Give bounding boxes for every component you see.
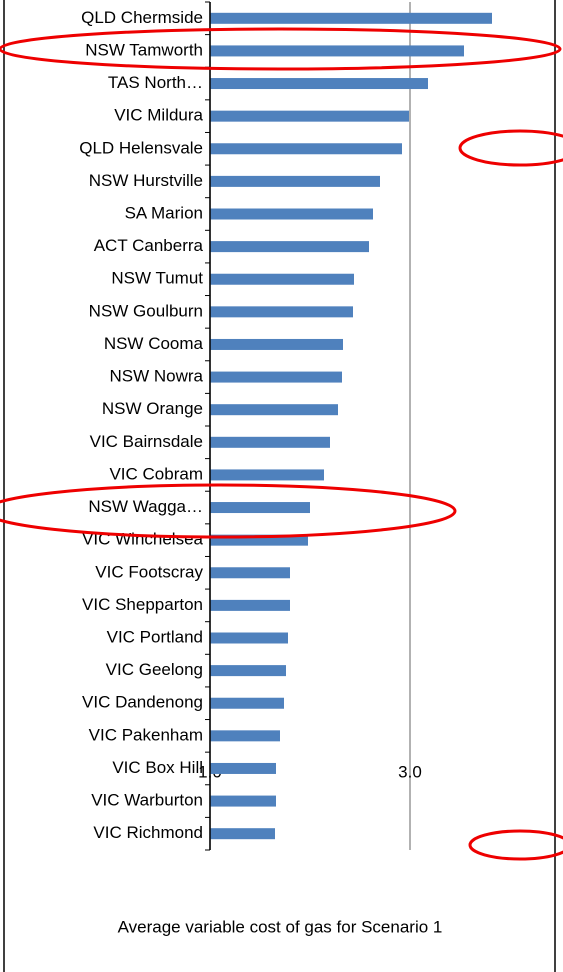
- bar: [210, 208, 373, 220]
- bar: [210, 665, 286, 677]
- bar: [210, 795, 276, 807]
- bar: [210, 143, 402, 155]
- y-tick-label: VIC Richmond: [93, 823, 203, 842]
- y-tick-label: VIC Box Hill: [112, 758, 203, 777]
- bar: [210, 78, 428, 90]
- bar: [210, 12, 492, 24]
- y-tick-label: VIC Shepparton: [82, 595, 203, 614]
- y-tick-label: NSW Orange: [102, 399, 203, 418]
- y-tick-label: VIC Footscray: [95, 562, 203, 581]
- bar: [210, 110, 409, 122]
- y-tick-label: TAS North…: [108, 73, 203, 92]
- highlight-ellipse: [0, 27, 562, 71]
- bar: [210, 45, 464, 57]
- bar: [210, 697, 284, 709]
- bar: [210, 534, 308, 546]
- y-tick-label: VIC Bairnsdale: [90, 432, 203, 451]
- x-tick-label: 3.0: [398, 762, 422, 781]
- bar: [210, 404, 338, 416]
- y-tick-label: ACT Canberra: [94, 236, 204, 255]
- bar: [210, 436, 330, 448]
- bar: [210, 632, 288, 644]
- highlight-ellipse: [0, 483, 457, 539]
- bar: [210, 567, 290, 579]
- highlight-ellipse: [458, 129, 563, 167]
- y-tick-label: NSW Hurstville: [89, 171, 203, 190]
- y-tick-label: VIC Warburton: [91, 791, 203, 810]
- bar: [210, 371, 342, 383]
- y-tick-label: VIC Mildura: [114, 106, 203, 125]
- bar: [210, 502, 310, 514]
- bar: [210, 175, 380, 187]
- bar: [210, 469, 324, 481]
- y-tick-label: NSW Tamworth: [85, 40, 203, 59]
- bar: [210, 273, 354, 285]
- y-tick-label: NSW Wagga…: [88, 497, 203, 516]
- y-tick-label: QLD Helensvale: [79, 138, 203, 157]
- y-tick-label: SA Marion: [125, 203, 203, 222]
- bar: [210, 338, 343, 350]
- bar: [210, 599, 290, 611]
- y-tick-label: NSW Cooma: [104, 334, 204, 353]
- y-tick-label: NSW Goulburn: [89, 301, 203, 320]
- bar: [210, 241, 369, 253]
- bar: [210, 762, 276, 774]
- bar: [210, 730, 280, 742]
- bar: [210, 306, 353, 318]
- y-tick-label: NSW Tumut: [111, 269, 203, 288]
- y-tick-label: QLD Chermside: [81, 8, 203, 27]
- y-tick-label: VIC Pakenham: [89, 725, 203, 744]
- x-axis-label: Average variable cost of gas for Scenari…: [118, 917, 443, 936]
- y-tick-label: VIC Portland: [107, 627, 203, 646]
- y-tick-label: NSW Nowra: [109, 367, 203, 386]
- y-tick-label: VIC Geelong: [106, 660, 203, 679]
- y-tick-label: VIC Dandenong: [82, 693, 203, 712]
- highlight-ellipse: [468, 829, 563, 861]
- bar: [210, 828, 275, 840]
- y-tick-label: VIC Cobram: [109, 464, 203, 483]
